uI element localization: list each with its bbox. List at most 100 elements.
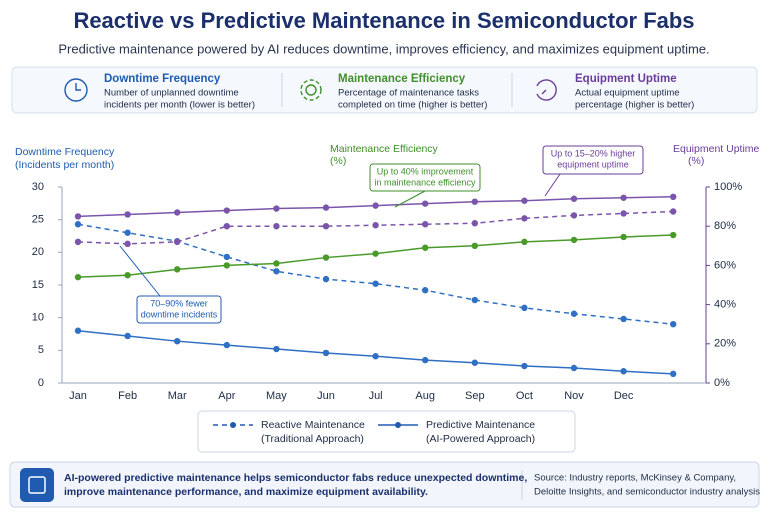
footer-source: Source: Industry reports, McKinsey & Com… — [534, 473, 736, 484]
point — [322, 223, 330, 230]
legend-sublabel: (Traditional Approach) — [261, 433, 364, 445]
point — [273, 223, 280, 230]
point — [223, 223, 230, 230]
annotation-text: Up to 15–20% higher — [551, 148, 636, 158]
annotation-text: equipment uptime — [557, 159, 629, 169]
point — [471, 359, 478, 366]
point — [670, 193, 677, 200]
point — [471, 220, 478, 227]
annotation-text: downtime incidents — [141, 309, 218, 319]
x-tick-label: Jul — [369, 390, 383, 402]
point — [223, 262, 230, 269]
point — [322, 349, 330, 357]
x-tick-label: Apr — [218, 390, 235, 402]
point — [620, 233, 627, 241]
series-line — [77, 329, 674, 375]
chip-icon — [28, 476, 46, 494]
x-tick-label: Jun — [317, 390, 335, 402]
point — [273, 345, 280, 353]
annotation-box — [136, 295, 222, 324]
annotation-text: Up to 40% improvement — [377, 166, 474, 176]
point — [372, 202, 379, 209]
legend-box — [197, 410, 576, 453]
point — [521, 238, 528, 246]
annotation-leader — [544, 173, 561, 197]
subtitle: Predictive maintenance powered by AI red… — [58, 41, 709, 56]
y-tick-label: 30 — [32, 181, 44, 193]
footer-panel — [9, 461, 760, 508]
point — [174, 209, 181, 216]
point — [471, 242, 478, 249]
y2-title: Equipment Uptime — [673, 143, 760, 155]
annotation-text: 70–90% fewer — [150, 298, 208, 308]
card-text: completed on time (higher is better) — [338, 100, 487, 111]
point — [521, 362, 528, 370]
x-tick-label: Jan — [69, 390, 87, 402]
point — [273, 260, 280, 267]
annotation-leader — [394, 190, 426, 208]
x-tick-label: Nov — [564, 390, 584, 402]
point — [422, 200, 429, 207]
card-text: Percentage of maintenance tasks — [338, 88, 479, 99]
point — [223, 207, 230, 214]
point — [124, 272, 131, 279]
y-tick-label: 15 — [32, 279, 44, 291]
point — [74, 327, 82, 334]
point — [124, 240, 131, 248]
x-tick-label: May — [266, 390, 287, 402]
cards-panel — [11, 66, 758, 114]
y2-tick-label: 80% — [714, 220, 736, 232]
point — [570, 310, 578, 317]
point — [273, 268, 280, 275]
x-tick-label: Aug — [415, 390, 435, 402]
x-tick-label: Dec — [614, 390, 634, 402]
point — [174, 266, 181, 273]
chip-icon — [20, 468, 54, 502]
point — [422, 287, 429, 294]
point — [124, 229, 131, 236]
legend-swatch — [230, 422, 236, 428]
legend-sublabel: (AI-Powered Approach) — [426, 433, 535, 445]
point — [570, 212, 578, 219]
point — [670, 370, 677, 378]
y-tick-label: 25 — [32, 214, 44, 226]
card-title: Downtime Frequency — [104, 73, 221, 85]
point — [322, 204, 330, 211]
point — [124, 211, 131, 218]
y2-title: (%) — [688, 155, 704, 167]
point — [273, 205, 280, 212]
point — [620, 210, 627, 217]
point — [521, 197, 528, 204]
mid-title: Maintenance Efficiency — [330, 143, 439, 155]
point — [670, 231, 677, 239]
point — [372, 250, 379, 257]
footer-message: improve maintenance performance, and max… — [64, 486, 428, 498]
annotation-box — [542, 145, 644, 175]
point — [620, 368, 627, 375]
point — [74, 273, 82, 281]
y2-tick-label: 20% — [714, 338, 736, 350]
point — [670, 208, 677, 215]
y-tick-label: 5 — [38, 344, 44, 356]
point — [372, 222, 379, 229]
x-tick-label: Mar — [168, 390, 187, 402]
point — [620, 194, 627, 201]
point — [124, 332, 131, 340]
card-title: Maintenance Efficiency — [338, 73, 466, 85]
footer-source: Deloitte Insights, and semiconductor ind… — [534, 487, 760, 498]
y-title: (Incidents per month) — [15, 159, 114, 171]
card-text: incidents per month (lower is better) — [104, 100, 255, 111]
card-text: Number of unplanned downtime — [104, 88, 239, 99]
point — [422, 244, 429, 251]
y-title: Downtime Frequency — [15, 146, 115, 158]
card-icons — [64, 78, 557, 102]
legend-label: Reactive Maintenance — [261, 419, 365, 431]
point — [570, 236, 578, 244]
y2-tick-label: 0% — [714, 377, 730, 389]
card-title: Equipment Uptime — [575, 73, 677, 85]
point — [372, 353, 379, 360]
point — [521, 215, 528, 222]
point — [223, 253, 230, 261]
point — [570, 364, 578, 372]
